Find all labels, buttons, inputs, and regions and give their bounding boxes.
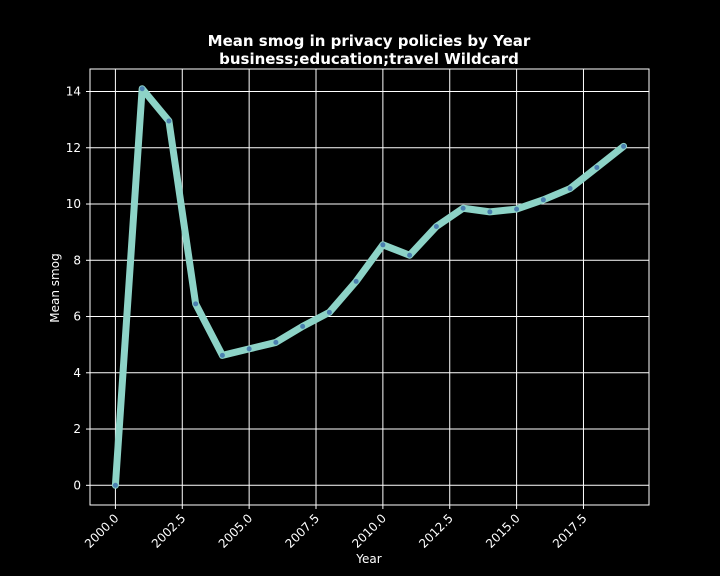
x-tick-label: 2015.0 — [483, 511, 523, 551]
y-axis-label: Mean smog — [48, 253, 62, 322]
x-tick-label: 2017.5 — [550, 511, 590, 551]
series-group — [111, 85, 628, 489]
data-point — [487, 209, 493, 215]
chart-title: Mean smog in privacy policies by Year — [208, 32, 531, 50]
x-tick-label: 2005.0 — [216, 511, 256, 551]
y-tick-label: 10 — [66, 197, 81, 211]
y-tick-label: 2 — [73, 422, 81, 436]
plot-frame — [89, 68, 650, 506]
y-tick-label: 12 — [66, 141, 81, 155]
y-tick-label: 14 — [66, 85, 81, 99]
x-tick-label: 2007.5 — [283, 511, 323, 551]
y-tick-label: 6 — [73, 310, 81, 324]
y-axis: 0 2 4 6 8 10 12 14 — [66, 85, 90, 492]
data-point — [514, 206, 520, 212]
series-line — [111, 85, 628, 489]
y-tick-label: 0 — [73, 478, 81, 492]
x-tick-label: 2012.5 — [416, 511, 456, 551]
data-point — [193, 301, 199, 307]
data-point — [166, 118, 172, 124]
y-tick-label: 8 — [73, 253, 81, 267]
x-tick-label: 2002.5 — [149, 511, 189, 551]
data-point — [246, 346, 252, 352]
data-point — [567, 186, 573, 192]
data-point — [380, 242, 386, 248]
data-point — [594, 164, 600, 170]
data-point — [407, 252, 413, 258]
data-point — [326, 309, 332, 315]
x-axis: 2000.0 2002.5 2005.0 2007.5 2010.0 2012.5 2015… — [82, 505, 590, 551]
x-axis-label: Year — [355, 552, 381, 566]
data-point — [540, 197, 546, 203]
data-point — [433, 224, 439, 230]
x-tick-label: 2000.0 — [82, 511, 122, 551]
chart-subtitle: business;education;travel Wildcard — [219, 50, 519, 68]
data-point — [139, 86, 145, 92]
data-point — [219, 352, 225, 358]
data-point — [112, 482, 118, 488]
data-point — [460, 205, 466, 211]
y-tick-label: 4 — [73, 366, 81, 380]
data-point — [273, 339, 279, 345]
data-point — [621, 143, 627, 149]
data-point — [353, 278, 359, 284]
x-tick-label: 2010.0 — [349, 511, 389, 551]
data-point — [300, 323, 306, 329]
